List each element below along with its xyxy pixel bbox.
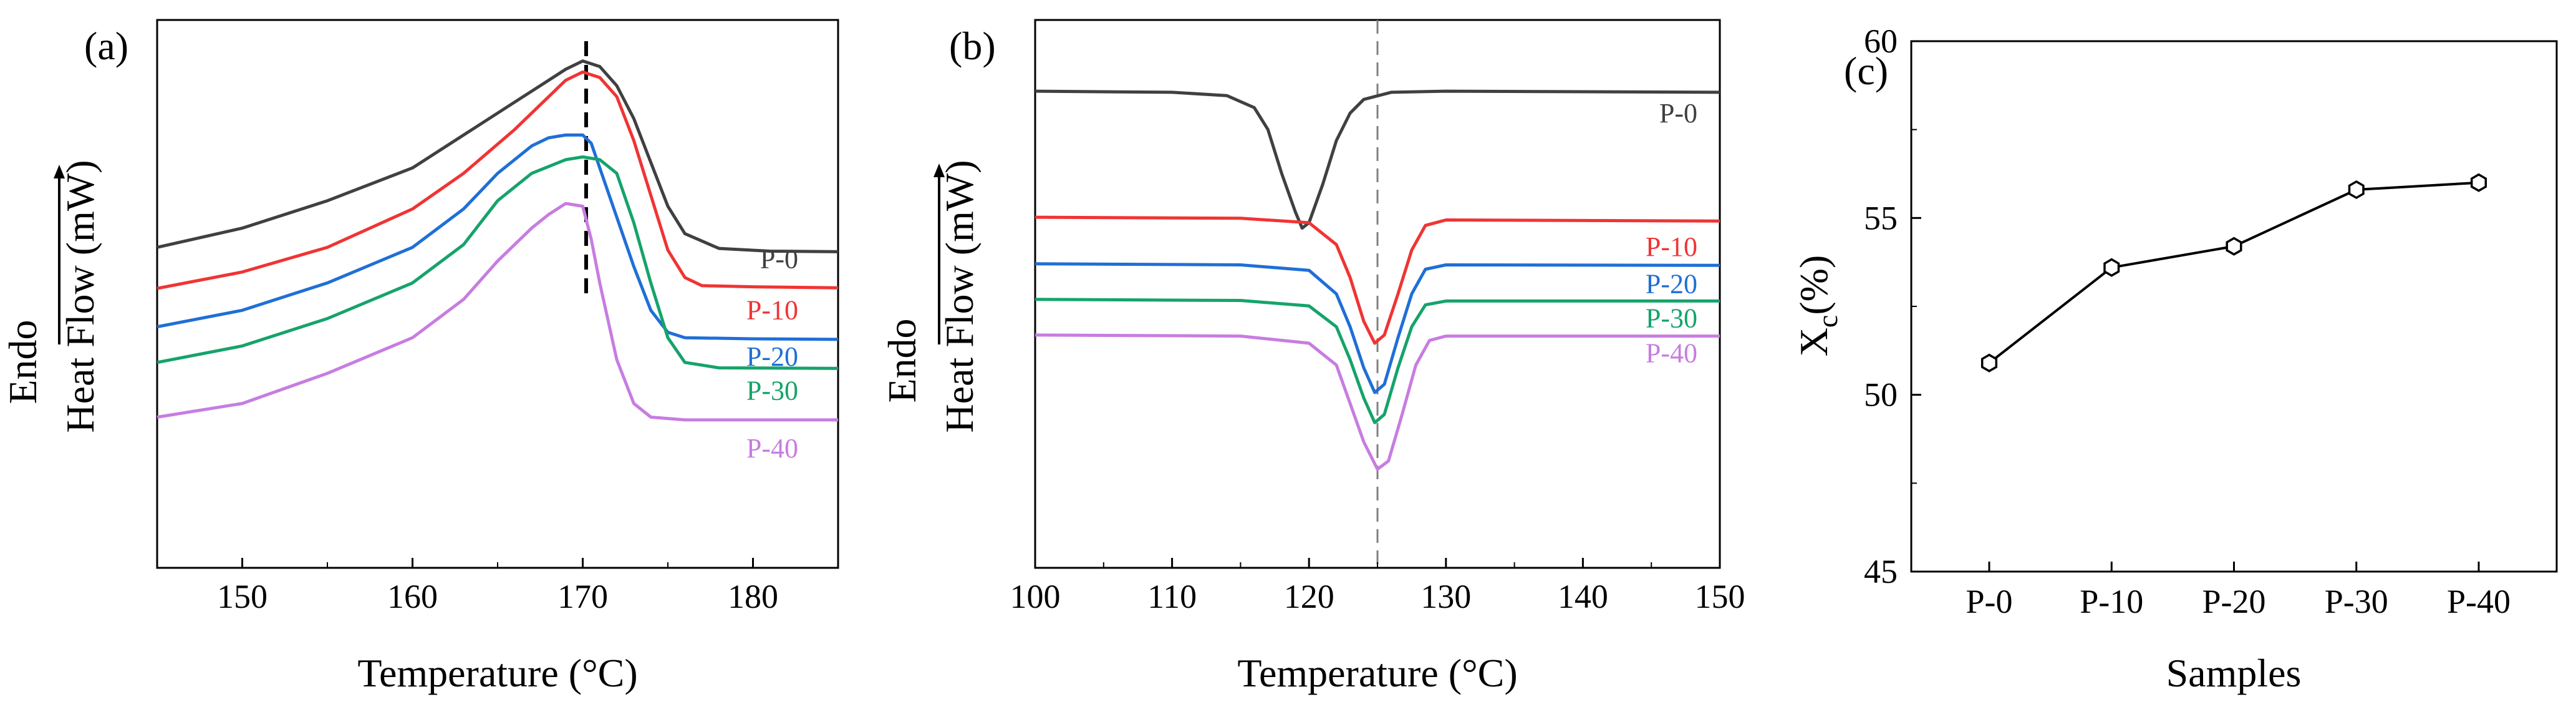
panel-c-y-axis-title-sub: c: [1811, 315, 1843, 328]
panel-a-label: (a): [84, 24, 128, 68]
panel-c-plot-group: [1980, 173, 2487, 373]
panel-c-series-line: [1988, 181, 2479, 364]
panel-a-x-ticks: 150 160 170 180: [157, 558, 839, 615]
panel-a-series-label-p-0: P-0: [760, 243, 798, 274]
panel-c-point-p-0: [1980, 353, 1998, 373]
panel-a-series-label-p-10: P-10: [746, 295, 798, 325]
panel-b: (b) P-0P-10P-20P-30P-40 100 110 120 130 140 1…: [880, 19, 1745, 695]
panel-a-frame: [156, 19, 839, 569]
panel-c-point-p-20: [2226, 236, 2242, 256]
panel-b-series-p-0: [1035, 89, 1720, 230]
panel-a-x-tick-label: 150: [217, 578, 268, 615]
panel-b-series-labels: P-0 P-10 P-20 P-30 P-40: [1646, 98, 1697, 369]
panel-b-x-tick-label: 120: [1284, 578, 1334, 615]
panel-b-endo-arrow-head: [933, 163, 945, 177]
panel-a-series-label-p-30: P-30: [746, 375, 798, 406]
panel-c-x-tick-label: P-40: [2447, 583, 2511, 620]
panel-b-series-label-p-0: P-0: [1659, 98, 1697, 129]
panel-c-x-tick-label: P-0: [1966, 583, 2012, 620]
panel-a-series-p-10: [157, 70, 839, 290]
panel-b-series-group: [1035, 89, 1720, 471]
panel-c-y-axis-title-suffix: (%): [1792, 255, 1836, 315]
panel-a-y-axis-endo: Endo: [1, 319, 45, 404]
panel-b-series-p-40: [1035, 333, 1720, 471]
panel-b-x-axis-title: Temperature (°C): [1237, 651, 1517, 695]
panel-b-series-label-p-20: P-20: [1646, 268, 1697, 299]
panel-b-x-tick-label: 130: [1421, 578, 1471, 615]
panel-a-series-labels: P-0 P-10 P-20P-30 P-40: [746, 243, 798, 464]
panel-a-series-p-40: [157, 202, 838, 422]
panel-a-y-axis-title-group: Endo: [1, 319, 45, 404]
panel-c-x-tick-label: P-30: [2325, 583, 2388, 620]
panel-b-series-p-10: [1035, 215, 1720, 345]
panel-a-series-p-20: [157, 133, 839, 341]
panel-a-endo-arrow-head: [54, 165, 65, 178]
panel-c-x-tick-label: P-20: [2202, 583, 2265, 620]
panel-b-x-tick-label: 140: [1558, 578, 1608, 615]
panel-c-frame: [1910, 40, 2558, 573]
panel-a-series-label-p-20: P-20: [746, 341, 798, 372]
panel-c-y-ticks: 45 50 55 60: [1864, 22, 1921, 590]
panel-a-y-axis-title: Heat Flow (mW): [58, 160, 102, 432]
panel-a: (a) P-0 P-10 P-20P-30 P-40 150 160 170 180 Tem…: [1, 19, 839, 695]
panel-b-x-tick-label: 150: [1695, 578, 1745, 615]
panel-b-series-p-30: [1035, 298, 1720, 424]
panel-c-point-p-40: [2470, 173, 2487, 192]
panel-c-y-axis-title-group: Xc(%): [1792, 255, 1843, 357]
panel-a-x-tick-label: 160: [387, 578, 438, 615]
panel-c-y-axis-title-x: X: [1792, 328, 1836, 356]
panel-a-x-axis-title: Temperature (°C): [357, 651, 637, 695]
panel-c-y-tick-label: 55: [1864, 199, 1898, 236]
panel-c-y-tick-label: 45: [1864, 553, 1898, 590]
panel-c-x-tick-label: P-10: [2080, 583, 2143, 620]
panel-b-frame: [1034, 19, 1721, 569]
panel-c-x-axis-title: Samples: [2166, 651, 2302, 695]
panel-b-x-ticks: 100 110 120 130 140 150: [1010, 558, 1745, 615]
panel-c-x-ticks: P-0 P-10 P-20 P-30 P-40: [1966, 562, 2511, 620]
panel-c-y-tick-label: 50: [1864, 376, 1898, 414]
panel-b-series-p-20: [1035, 262, 1720, 394]
panel-b-label: (b): [949, 24, 996, 68]
panel-b-x-tick-label: 100: [1010, 578, 1061, 615]
panel-c-point-p-10: [2103, 258, 2120, 277]
panel-c-label: (c): [1844, 49, 1888, 93]
panel-a-series-p-30: [157, 155, 839, 370]
panel-b-y-axis-title-group: Endo: [880, 318, 924, 402]
panel-a-y-axis-title-group2: Heat Flow (mW): [58, 160, 102, 432]
panel-c-point-p-30: [2348, 180, 2365, 200]
panel-b-series-label-p-40: P-40: [1646, 338, 1697, 369]
panel-b-series-label-p-30: P-30: [1646, 303, 1697, 333]
panel-c-y-tick-label: 60: [1864, 22, 1898, 60]
panel-a-series-group: [157, 59, 839, 422]
panel-b-series-label-p-10: P-10: [1646, 232, 1697, 262]
panel-a-x-tick-label: 180: [728, 578, 778, 615]
panel-b-x-tick-label: 110: [1147, 578, 1197, 615]
panel-a-series-p-0: [157, 59, 839, 253]
panel-c: (c) 45 50 55 60 P-0 P-10 P-20 P-30 P-40 Samples…: [1792, 22, 2558, 695]
panel-b-y-axis-endo: Endo: [880, 318, 924, 402]
panel-b-y-axis-title-group2: Heat Flow (mW): [937, 160, 982, 432]
panel-b-y-axis-title: Heat Flow (mW): [937, 160, 982, 432]
panel-a-x-tick-label: 170: [557, 578, 608, 615]
panel-c-y-axis-title: Xc(%): [1792, 255, 1843, 357]
panel-a-series-label-p-40: P-40: [746, 433, 798, 464]
